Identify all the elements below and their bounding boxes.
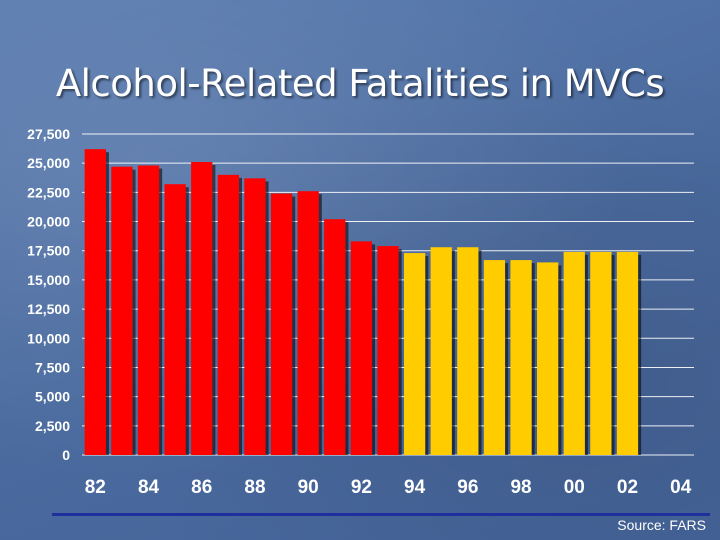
y-tick-label: 10,000 bbox=[27, 330, 70, 346]
bar bbox=[563, 251, 585, 455]
footer-rule bbox=[52, 513, 710, 516]
y-tick-label: 0 bbox=[62, 447, 70, 463]
y-tick-label: 5,000 bbox=[35, 389, 70, 405]
x-tick-label: 82 bbox=[85, 477, 106, 498]
y-tick-label: 17,500 bbox=[27, 243, 70, 259]
x-tick-label: 92 bbox=[351, 477, 372, 498]
y-tick-label: 27,500 bbox=[27, 126, 70, 142]
bar bbox=[164, 184, 186, 455]
source-note: Source: FARS bbox=[617, 517, 706, 533]
y-tick-label: 25,000 bbox=[27, 155, 70, 171]
slide-title: Alcohol-Related Fatalities in MVCs bbox=[55, 62, 665, 105]
x-tick-label: 00 bbox=[564, 477, 585, 498]
bar bbox=[244, 178, 266, 455]
bar bbox=[191, 162, 213, 456]
bar bbox=[616, 251, 639, 455]
x-tick-label: 98 bbox=[510, 477, 531, 498]
bar bbox=[270, 193, 293, 455]
bar bbox=[111, 166, 133, 455]
bar bbox=[84, 149, 106, 455]
bar bbox=[217, 174, 239, 455]
y-tick-label: 12,500 bbox=[27, 301, 70, 317]
bar bbox=[483, 260, 506, 455]
bar bbox=[324, 219, 346, 455]
bar bbox=[137, 165, 160, 455]
y-tick-label: 15,000 bbox=[27, 272, 70, 288]
x-tick-label: 88 bbox=[244, 477, 265, 498]
bar bbox=[430, 247, 452, 455]
bar bbox=[297, 191, 319, 456]
y-tick-label: 22,500 bbox=[27, 184, 70, 200]
x-tick-label: 02 bbox=[617, 477, 638, 498]
x-tick-label: 84 bbox=[138, 477, 160, 498]
y-tick-label: 7,500 bbox=[35, 359, 70, 375]
bar bbox=[350, 241, 373, 455]
x-tick-label: 94 bbox=[404, 477, 426, 498]
bar bbox=[537, 262, 559, 455]
y-tick-label: 20,000 bbox=[27, 214, 70, 230]
bar bbox=[377, 246, 399, 455]
bar bbox=[457, 247, 479, 455]
x-tick-label: 90 bbox=[298, 477, 319, 498]
x-tick-label: 86 bbox=[191, 477, 212, 498]
bar bbox=[590, 251, 612, 455]
x-tick-label: 04 bbox=[670, 477, 692, 498]
y-tick-label: 2,500 bbox=[35, 418, 70, 434]
x-tick-label: 96 bbox=[457, 477, 478, 498]
bar bbox=[510, 260, 532, 455]
bar bbox=[403, 253, 426, 455]
